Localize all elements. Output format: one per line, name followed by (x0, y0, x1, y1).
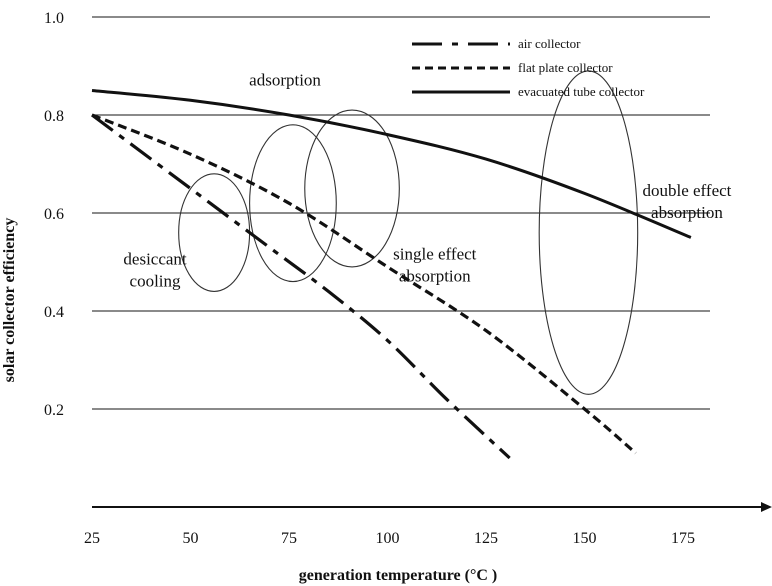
x-tick-150: 150 (573, 530, 597, 547)
region-ellipse-1 (178, 173, 251, 292)
y-tick-0.2: 0.2 (44, 402, 64, 419)
legend-label-0: air collector (518, 36, 581, 51)
y-tick-labels: 0.2 0.4 0.6 0.8 1.0 (44, 10, 64, 419)
y-tick-0.8: 0.8 (44, 108, 64, 125)
y-tick-0.4: 0.4 (44, 304, 64, 321)
region-label-0-0: adsorption (249, 71, 321, 90)
legend: air collector flat plate collector evacuat… (412, 36, 645, 99)
y-tick-0.6: 0.6 (44, 206, 64, 223)
x-axis-arrow (761, 502, 772, 512)
region-label-1-0: desiccant (123, 249, 187, 268)
region-ellipse-0 (249, 124, 337, 283)
region-label-2-1: absorption (399, 267, 471, 286)
y-axis-title: solar collector efficiency (1, 218, 18, 383)
legend-label-1: flat plate collector (518, 60, 613, 75)
x-tick-50: 50 (183, 530, 199, 547)
series-line-2 (91, 89, 692, 239)
y-tick-1.0: 1.0 (44, 10, 64, 27)
x-axis (92, 502, 772, 512)
region-ellipse-2 (304, 109, 400, 268)
region-label-2-0: single effect (393, 245, 477, 264)
x-tick-100: 100 (376, 530, 400, 547)
regions: adsorption desiccant cooling single effect a… (123, 70, 732, 395)
region-label-3-1: absorption (651, 203, 723, 222)
series-lines (91, 89, 692, 460)
x-tick-125: 125 (474, 530, 498, 547)
series-line-1 (91, 113, 637, 455)
x-tick-175: 175 (671, 530, 695, 547)
x-tick-labels: 25 50 75 100 125 150 175 (84, 530, 695, 547)
region-label-1-1: cooling (130, 271, 181, 290)
x-axis-title: generation temperature (°C ) (299, 567, 497, 584)
gridlines (92, 16, 710, 410)
region-ellipse-3 (538, 70, 639, 395)
series-line-0 (91, 113, 511, 460)
region-label-3-0: double effect (642, 181, 731, 200)
x-tick-75: 75 (281, 530, 297, 547)
legend-label-2: evacuated tube collector (518, 84, 645, 99)
x-tick-25: 25 (84, 530, 100, 547)
